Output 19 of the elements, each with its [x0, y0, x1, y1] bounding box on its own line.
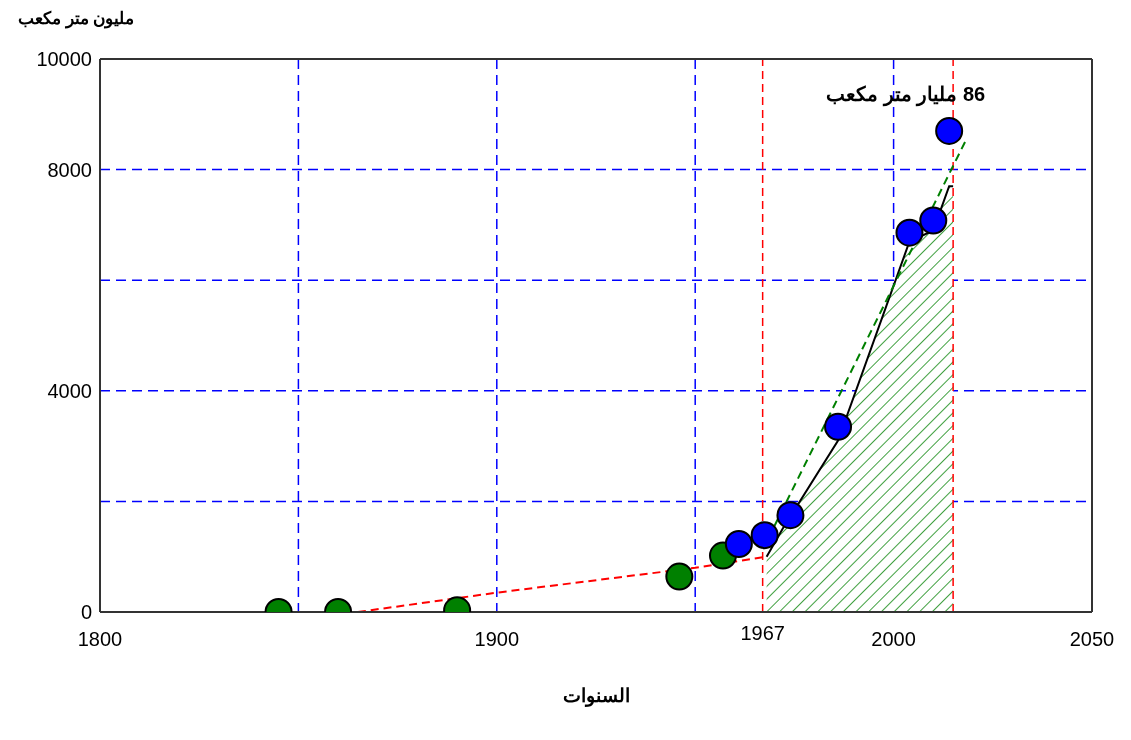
point — [919, 206, 948, 235]
point — [895, 218, 924, 247]
point — [824, 412, 853, 441]
y-tick-label: 8000 — [47, 158, 92, 181]
y-tick-label: 10000 — [36, 48, 92, 71]
point — [665, 562, 694, 591]
point — [935, 116, 964, 145]
ref-line-label: 1967 — [740, 622, 785, 645]
point — [750, 521, 779, 550]
point — [776, 501, 805, 530]
y-tick-label: 0 — [80, 601, 92, 624]
x-tick-label: 2000 — [871, 628, 916, 651]
x-tick-label: 2050 — [1069, 628, 1115, 651]
x-tick-label: 1800 — [77, 628, 123, 651]
x-axis-title: السنوات — [562, 685, 630, 707]
point — [724, 529, 753, 558]
y-axis-title: مليون متر مكعب — [18, 8, 135, 29]
x-tick-label: 1900 — [474, 628, 520, 651]
y-tick-label: 4000 — [47, 379, 92, 402]
